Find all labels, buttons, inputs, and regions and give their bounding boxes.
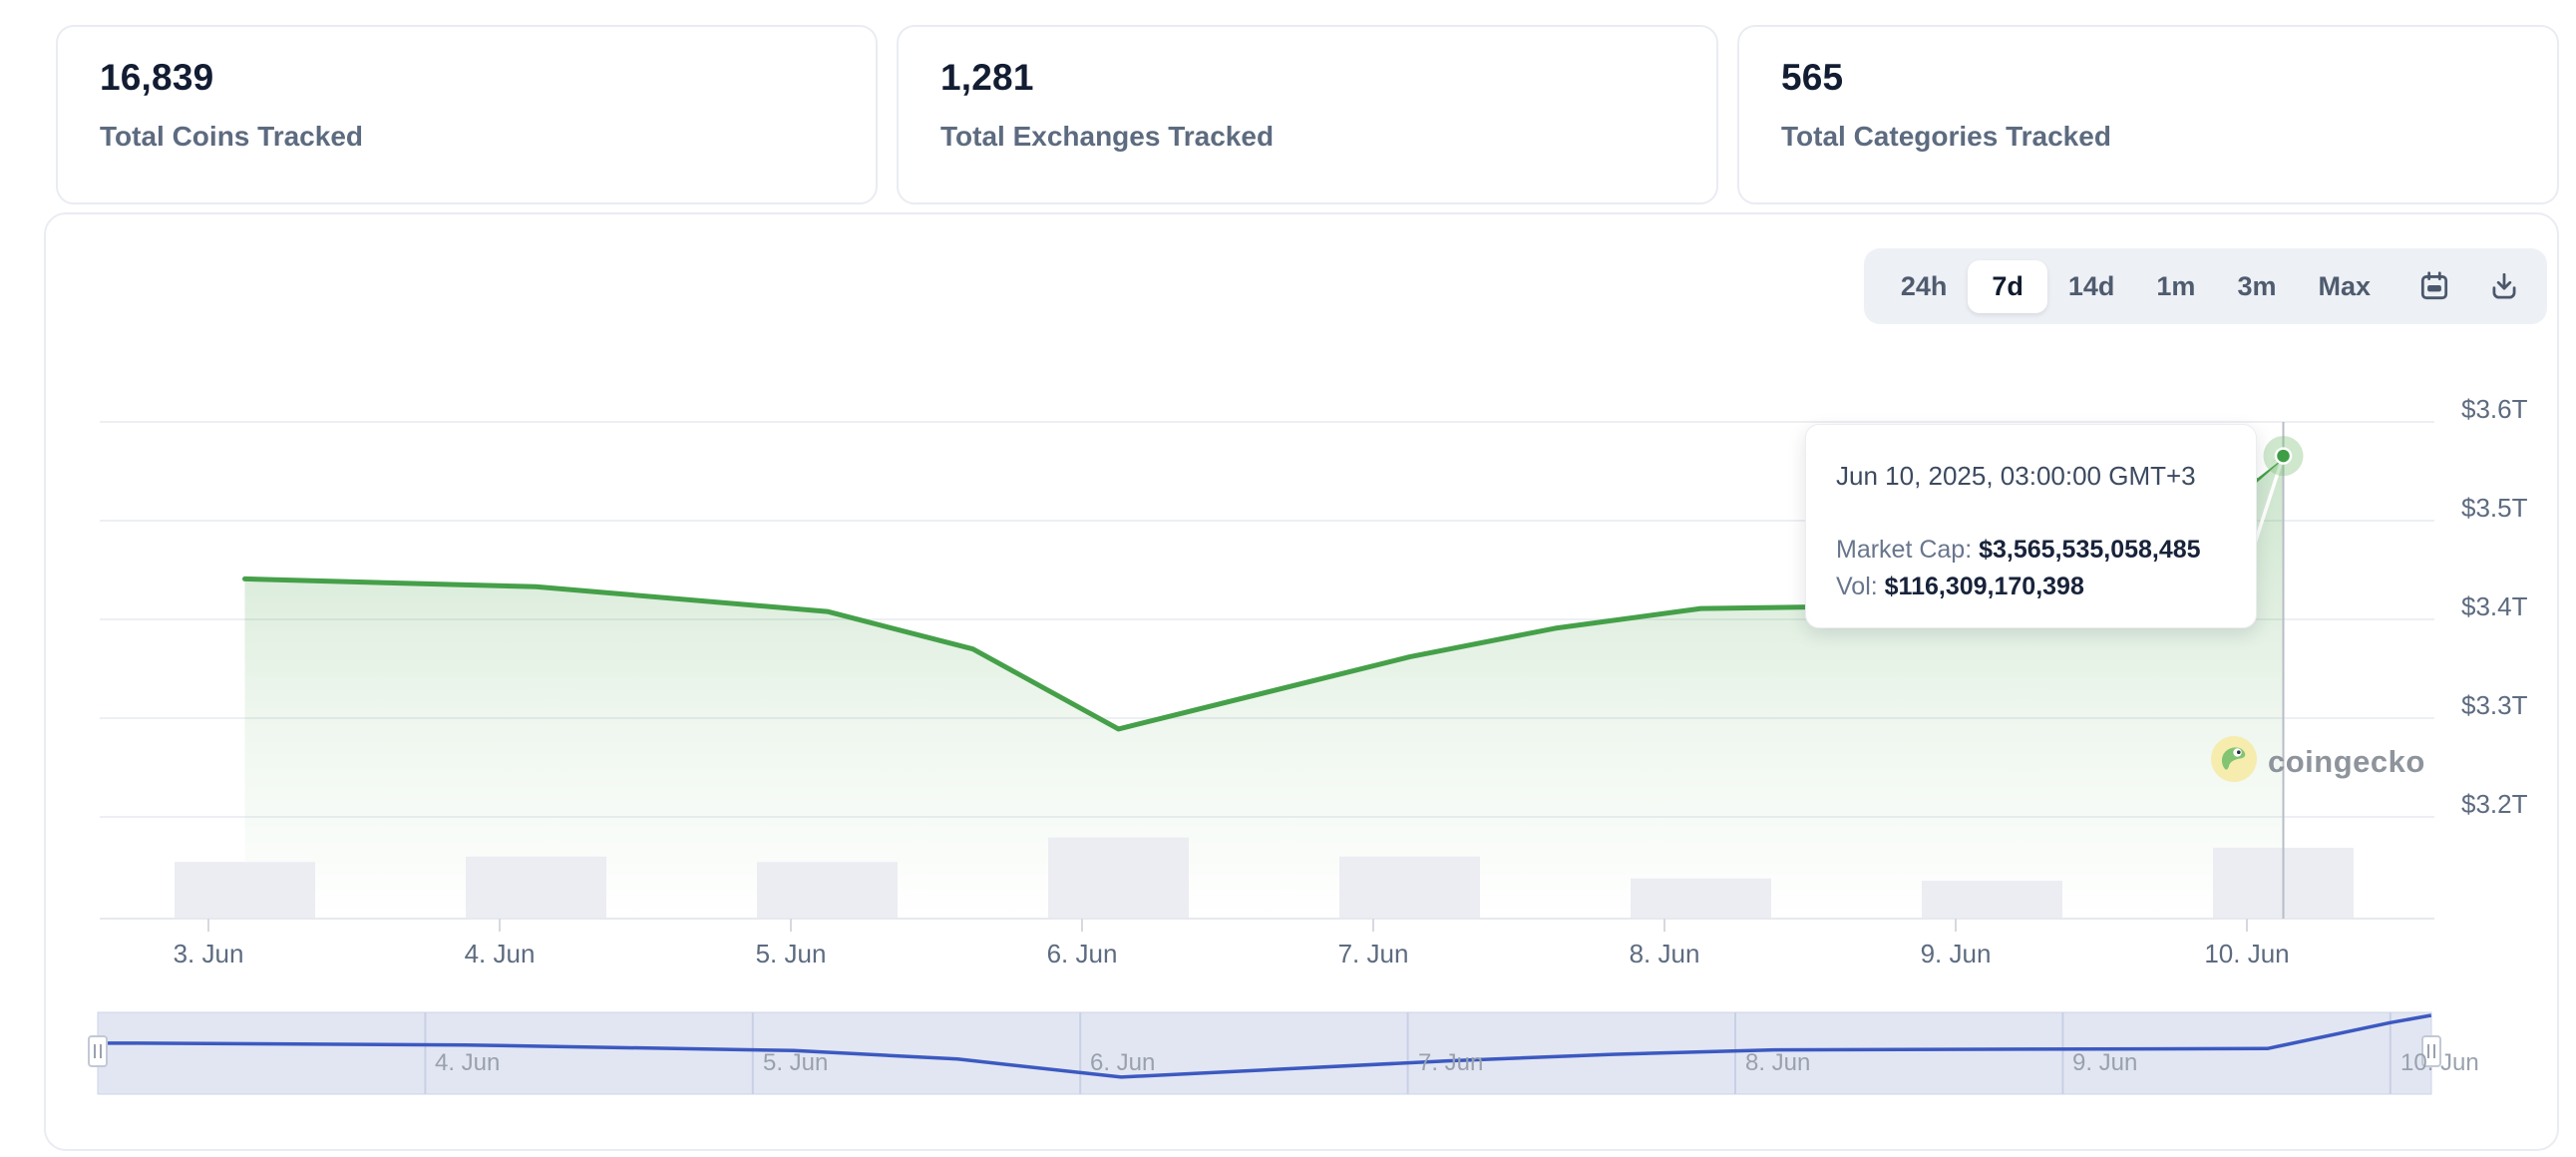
stat-card-exchanges: 1,281 Total Exchanges Tracked bbox=[897, 25, 1718, 204]
volume-bar bbox=[1339, 856, 1480, 919]
navigator-handle-right[interactable] bbox=[2421, 1035, 2441, 1067]
x-axis-label: 3. Jun bbox=[173, 939, 244, 968]
coingecko-watermark: coingecko bbox=[2210, 735, 2425, 788]
y-axis-label: $3.3T bbox=[2461, 690, 2528, 720]
total-exchanges-label: Total Exchanges Tracked bbox=[940, 121, 1275, 152]
tooltip-vol-label: Vol: bbox=[1836, 573, 1878, 600]
chart-tooltip: Jun 10, 2025, 03:00:00 GMT+3 Market Cap:… bbox=[1805, 424, 2257, 628]
range-button-3m[interactable]: 3m bbox=[2216, 263, 2297, 310]
calendar-button[interactable] bbox=[2407, 263, 2461, 309]
navigator-label: 7. Jun bbox=[1418, 1049, 1484, 1076]
range-button-14d[interactable]: 14d bbox=[2047, 263, 2136, 310]
volume-bar bbox=[175, 862, 315, 919]
range-buttons: 24h 7d 14d 1m 3m Max bbox=[1880, 259, 2392, 313]
tooltip-vol-row: Vol: $116,309,170,398 bbox=[1836, 569, 2226, 605]
y-axis-label: $3.4T bbox=[2461, 591, 2528, 621]
navigator-label: 9. Jun bbox=[2072, 1049, 2138, 1076]
navigator-handle-left-body[interactable] bbox=[88, 1035, 108, 1067]
download-icon bbox=[2487, 269, 2521, 303]
stats-row: 16,839 Total Coins Tracked 1,281 Total E… bbox=[56, 25, 2559, 204]
stat-card-categories: 565 Total Categories Tracked bbox=[1737, 25, 2559, 204]
y-axis-label: $3.5T bbox=[2461, 493, 2528, 523]
market-cap-area bbox=[244, 456, 2284, 919]
volume-bar bbox=[1631, 878, 1771, 919]
range-button-7d[interactable]: 7d bbox=[1968, 259, 2047, 313]
stat-card-coins: 16,839 Total Coins Tracked bbox=[56, 25, 878, 204]
navigator-label: 6. Jun bbox=[1090, 1049, 1156, 1076]
calendar-icon bbox=[2417, 269, 2451, 303]
total-categories-value: 565 bbox=[1781, 57, 1844, 98]
coingecko-wordmark: coingecko bbox=[2268, 743, 2425, 779]
range-button-max[interactable]: Max bbox=[2297, 263, 2392, 310]
x-axis-label: 6. Jun bbox=[1046, 939, 1118, 968]
tooltip-market-cap-value: $3,565,535,058,485 bbox=[1979, 536, 2201, 564]
navigator-label: 4. Jun bbox=[435, 1049, 501, 1076]
navigator-label: 10. Jun bbox=[2400, 1049, 2479, 1076]
navigator-label: 5. Jun bbox=[763, 1049, 829, 1076]
volume-bar bbox=[757, 862, 898, 919]
total-categories-label: Total Categories Tracked bbox=[1781, 121, 2111, 152]
navigator-handle-left[interactable] bbox=[88, 1035, 108, 1067]
x-axis-label: 9. Jun bbox=[1920, 939, 1992, 968]
range-button-1m[interactable]: 1m bbox=[2135, 263, 2216, 310]
total-coins-value: 16,839 bbox=[100, 57, 214, 98]
volume-bar bbox=[1922, 881, 2062, 919]
x-axis-label: 7. Jun bbox=[1337, 939, 1409, 968]
tooltip-datetime: Jun 10, 2025, 03:00:00 GMT+3 bbox=[1836, 461, 2196, 491]
range-button-24h[interactable]: 24h bbox=[1880, 263, 1969, 310]
download-button[interactable] bbox=[2477, 263, 2531, 309]
tooltip-market-cap-label: Market Cap: bbox=[1836, 536, 1973, 564]
volume-bar bbox=[1048, 837, 1189, 919]
volume-bar bbox=[466, 856, 606, 919]
navigator-label: 8. Jun bbox=[1745, 1049, 1811, 1076]
x-axis-label: 8. Jun bbox=[1629, 939, 1700, 968]
x-axis-label: 10. Jun bbox=[2204, 939, 2290, 968]
navigator-track[interactable] bbox=[97, 1011, 2432, 1095]
tooltip-market-cap-row: Market Cap: $3,565,535,058,485 bbox=[1836, 532, 2226, 569]
total-coins-label: Total Coins Tracked bbox=[100, 121, 363, 152]
navigator-series-line bbox=[98, 1013, 2432, 1079]
range-toolbar: 24h 7d 14d 1m 3m Max bbox=[1863, 248, 2547, 324]
selected-point-marker bbox=[2274, 447, 2293, 465]
y-axis-label: $3.6T bbox=[2461, 394, 2528, 424]
coingecko-logo-icon bbox=[2210, 735, 2258, 788]
navigator-handle-right-body[interactable] bbox=[2421, 1035, 2441, 1067]
y-axis-label: $3.2T bbox=[2461, 789, 2528, 819]
total-exchanges-value: 1,281 bbox=[940, 57, 1034, 98]
tooltip-vol-value: $116,309,170,398 bbox=[1884, 573, 2084, 600]
x-axis-label: 4. Jun bbox=[464, 939, 536, 968]
x-axis-label: 5. Jun bbox=[755, 939, 827, 968]
